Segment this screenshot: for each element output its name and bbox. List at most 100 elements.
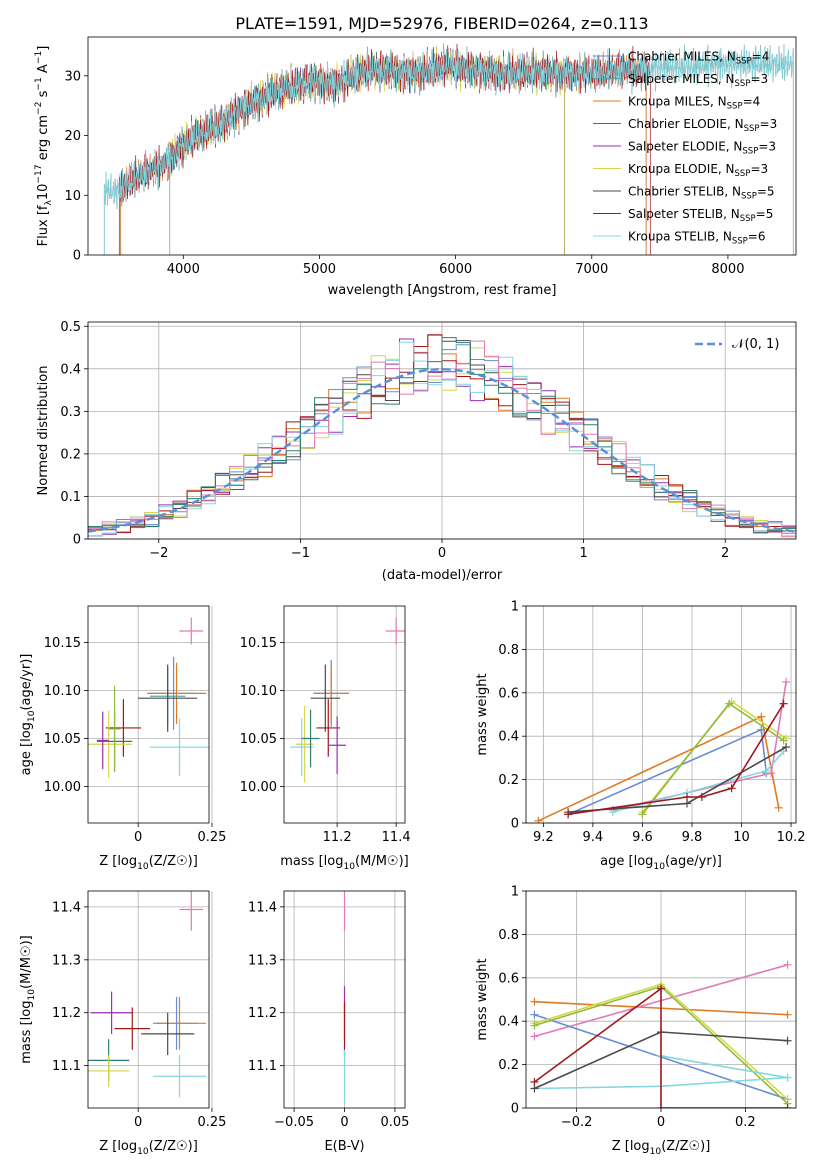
x-tick-label: 2	[721, 546, 729, 561]
y-tick-label: 0.1	[60, 490, 81, 505]
y-tick-label: 0.4	[498, 1015, 519, 1030]
y-tick-label: 10.15	[240, 636, 277, 651]
x-tick-label: 10.2	[777, 830, 806, 845]
chabrier_elodie-histogram	[88, 337, 796, 534]
y-tick-label: 0.4	[498, 730, 519, 745]
x-tick-label: 4000	[167, 262, 200, 277]
y-tick-label: 11.3	[52, 953, 81, 968]
histograms	[88, 334, 796, 539]
y-tick-label: 0.8	[498, 643, 519, 658]
x-tick-label: 0.2	[735, 1115, 756, 1130]
x-tick-label: 0.25	[197, 1115, 226, 1130]
y-tick-label: 30	[64, 69, 81, 84]
figure-title: PLATE=1591, MJD=52976, FIBERID=0264, z=0…	[235, 14, 648, 33]
legend-entry: Salpeter ELODIE, NSSP=3	[628, 140, 776, 157]
x-tick-label: −2	[149, 546, 168, 561]
y-tick-label: 0	[511, 817, 519, 832]
x-tick-label: 9.8	[682, 830, 703, 845]
y-tick-label: 11.3	[248, 953, 277, 968]
x-tick-label: 9.4	[583, 830, 604, 845]
legend-entry: Chabrier MILES, NSSP=4	[628, 50, 769, 67]
x-tick-label: 5000	[303, 262, 336, 277]
salpeter_stelib-weight-line	[567, 703, 785, 816]
y-tick-label: 11.4	[52, 900, 81, 915]
mass_vs_EBV-chart: −0.05 0 0.05 11.1 11.2 11.3 11.4 E(B-V)	[248, 890, 409, 1154]
points	[289, 617, 405, 783]
x-axis-label: Z [log10(Z/Z☉)]	[612, 1139, 711, 1157]
y-tick-label: 11.1	[248, 1059, 277, 1074]
y-tick-label: 10.10	[44, 684, 81, 699]
y-tick-label: 1	[511, 885, 519, 900]
x-tick-label: 6000	[439, 262, 472, 277]
y-axis-label: Normed distribution	[36, 366, 51, 496]
y-tick-label: 0.2	[498, 1058, 519, 1073]
y-tick-label: 11.4	[248, 900, 277, 915]
legend-entry: Kroupa MILES, NSSP=4	[628, 95, 760, 112]
y-tick-label: 0	[73, 249, 81, 264]
x-tick-label: −0.05	[274, 1115, 314, 1130]
y-tick-label: 0.2	[60, 447, 81, 462]
x-tick-label: −1	[291, 546, 310, 561]
y-tick-label: 10.10	[240, 684, 277, 699]
x-tick-label: 9.6	[632, 830, 653, 845]
y-tick-label: 10.05	[44, 732, 81, 747]
y-axis-label: age [log10(age/yr)]	[19, 654, 37, 776]
residuals-chart: −2 −1 0 1 2 0 0.1 0.2 0.3 0.4 0.5 (data-model)/erro…	[36, 320, 797, 583]
y-tick-label: 0.8	[498, 928, 519, 943]
axes-frame	[87, 890, 210, 1109]
x-axis-label: Z [log10(Z/Z☉)]	[99, 1139, 198, 1157]
legend-entry: Salpeter STELIB, NSSP=5	[628, 207, 773, 224]
x-tick-label: 0.25	[197, 830, 226, 845]
y-axis-label: mass weight	[475, 673, 490, 755]
x-tick-label: 0	[134, 830, 142, 845]
salpeter_stelib-weight-line	[533, 987, 788, 1108]
weights_vs_Z-chart: −0.2 0 0.2 0 0.2 0.4 0.6 0.8 1 Z [log10(Z/Z☉)] mas…	[475, 885, 797, 1157]
legend-entry: Chabrier STELIB, NSSP=5	[628, 185, 775, 202]
y-tick-label: 0.3	[60, 405, 81, 420]
axes-frame	[87, 605, 210, 824]
x-tick-label: 0	[134, 1115, 142, 1130]
y-tick-label: 0	[73, 533, 81, 548]
y-tick-label: 0.5	[60, 320, 81, 335]
x-tick-label: 7000	[575, 262, 608, 277]
x-tick-label: 11.4	[382, 830, 411, 845]
y-tick-label: 20	[64, 129, 81, 144]
y-tick-label: 10.05	[240, 732, 277, 747]
series	[534, 677, 791, 823]
spectrum-lines	[103, 43, 794, 255]
axes-frame	[87, 36, 797, 256]
points	[88, 891, 207, 1098]
legend-entry: Chabrier ELODIE, NSSP=3	[628, 117, 777, 134]
y-tick-label: 0.6	[498, 686, 519, 701]
weights_vs_age-chart: 9.2 9.4 9.6 9.8 10 10.2 0 0.2 0.4 0.6 0.8 1 age [log…	[475, 600, 806, 873]
x-axis-label: wavelength [Angstrom, rest frame]	[328, 283, 557, 298]
y-tick-label: 0.4	[60, 362, 81, 377]
y-tick-label: 11.2	[52, 1006, 81, 1021]
x-tick-label: 11.2	[323, 830, 352, 845]
age_vs_Z-chart: 0 0.25 10.00 10.05 10.10 10.15 Z [log10(Z/Z☉)]…	[19, 605, 226, 872]
y-tick-label: 10.15	[44, 636, 81, 651]
chabrier_miles-weight-line	[567, 728, 768, 816]
spectrum-chart: 4000 5000 6000 7000 8000 0 10 20 30 wavelength [A…	[34, 36, 797, 298]
x-tick-label: 0	[340, 1115, 348, 1130]
legend-entry: 𝒩(0, 1)	[732, 337, 779, 352]
y-axis-label: Flux [fλ10−17 erg cm−2 s−1 A−1]	[34, 46, 54, 247]
x-tick-label: 0	[438, 546, 446, 561]
x-tick-label: −0.2	[561, 1115, 593, 1130]
mass_vs_Z-chart: 0 0.25 11.1 11.2 11.3 11.4 Z [log10(Z/Z☉)] mass…	[19, 890, 226, 1157]
kroupa_stelib-weight-line	[660, 1055, 788, 1079]
y-tick-label: 11.1	[52, 1059, 81, 1074]
points	[88, 617, 209, 778]
x-axis-label: age [log10(age/yr)]	[600, 854, 722, 872]
y-tick-label: 10.00	[44, 780, 81, 795]
age_vs_mass-chart: 11.2 11.4 10.00 10.05 10.10 10.15 mass [log10(…	[240, 605, 411, 872]
x-axis-label: Z [log10(Z/Z☉)]	[99, 854, 198, 872]
kroupa_stelib-weight-line	[612, 750, 785, 813]
y-tick-label: 0	[511, 1102, 519, 1117]
x-axis-label: (data-model)/error	[382, 568, 503, 583]
y-tick-label: 0.6	[498, 971, 519, 986]
normal-curve	[88, 368, 796, 533]
y-axis-label: mass [log10(M/M☉)]	[19, 935, 37, 1063]
legend-entry: Salpeter MILES, NSSP=3	[628, 72, 768, 89]
kroupa_stelib-spectrum-line	[103, 43, 794, 255]
